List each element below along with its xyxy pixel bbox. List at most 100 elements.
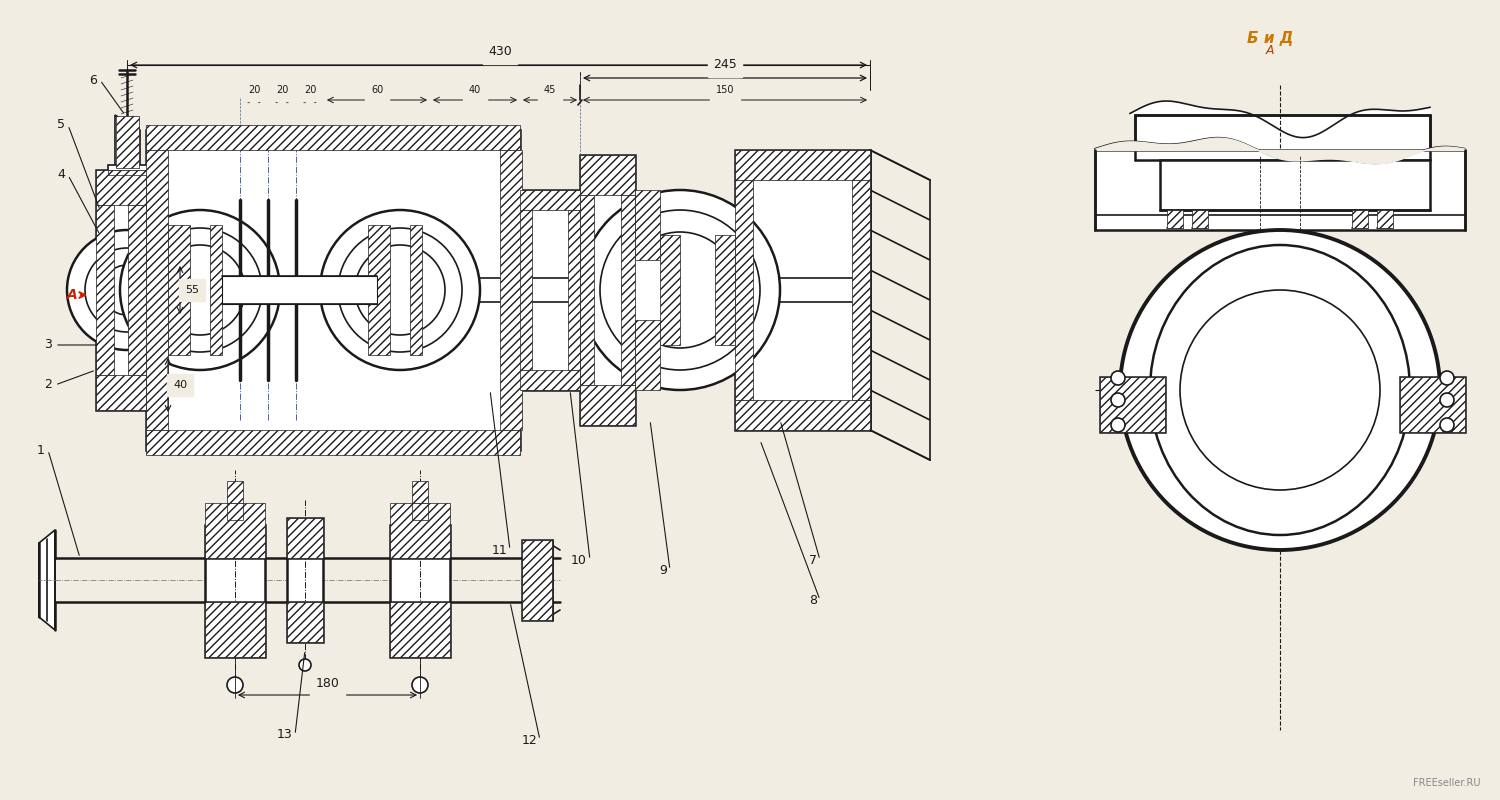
- Text: Б и Д: Б и Д: [1246, 30, 1293, 46]
- Bar: [1167, 210, 1184, 228]
- Text: 150: 150: [716, 85, 735, 95]
- Bar: [128, 205, 146, 375]
- Bar: [413, 481, 428, 503]
- Circle shape: [1440, 393, 1454, 407]
- Bar: [634, 190, 660, 260]
- Bar: [852, 180, 870, 400]
- Bar: [390, 525, 450, 657]
- Bar: [735, 180, 753, 400]
- Text: 20: 20: [276, 85, 288, 95]
- Circle shape: [1120, 230, 1440, 550]
- Text: 40: 40: [470, 85, 482, 95]
- Text: FREEseller.RU: FREEseller.RU: [1413, 778, 1480, 788]
- Text: 55: 55: [184, 285, 200, 295]
- Circle shape: [1440, 418, 1454, 432]
- Bar: [410, 225, 422, 355]
- Bar: [108, 170, 148, 175]
- Bar: [368, 225, 390, 355]
- Circle shape: [120, 210, 280, 370]
- Polygon shape: [39, 530, 56, 630]
- Text: 40: 40: [172, 380, 188, 390]
- Text: 11: 11: [492, 543, 507, 557]
- Text: 4: 4: [57, 169, 64, 182]
- Text: 20: 20: [248, 85, 259, 95]
- Circle shape: [138, 228, 262, 352]
- Bar: [580, 195, 594, 385]
- Bar: [1400, 377, 1466, 432]
- Bar: [390, 503, 450, 558]
- Circle shape: [1112, 393, 1125, 407]
- Bar: [580, 155, 634, 425]
- Bar: [210, 225, 222, 355]
- Bar: [286, 602, 322, 642]
- Bar: [96, 170, 146, 205]
- Text: 3: 3: [44, 338, 52, 351]
- Bar: [1377, 210, 1394, 228]
- Bar: [522, 540, 552, 620]
- Bar: [116, 116, 140, 168]
- Bar: [146, 430, 520, 455]
- Bar: [413, 503, 428, 520]
- Bar: [580, 385, 634, 425]
- Circle shape: [622, 232, 738, 348]
- Bar: [520, 370, 580, 390]
- Bar: [1400, 377, 1466, 432]
- Bar: [621, 195, 634, 385]
- Text: 13: 13: [276, 729, 292, 742]
- Text: 9: 9: [658, 563, 668, 577]
- Bar: [634, 320, 660, 390]
- Text: 430: 430: [488, 45, 512, 58]
- Bar: [226, 503, 243, 520]
- Bar: [500, 150, 522, 430]
- Bar: [1192, 210, 1208, 228]
- Circle shape: [298, 659, 310, 671]
- Bar: [146, 150, 168, 430]
- Polygon shape: [1095, 150, 1466, 230]
- Bar: [206, 525, 266, 657]
- Polygon shape: [116, 115, 140, 170]
- Text: A: A: [66, 288, 78, 302]
- Bar: [660, 235, 680, 345]
- Circle shape: [68, 230, 188, 350]
- Circle shape: [1112, 418, 1125, 432]
- Bar: [206, 503, 266, 558]
- Bar: [96, 170, 146, 410]
- Text: 245: 245: [712, 58, 736, 71]
- Text: 60: 60: [370, 85, 382, 95]
- Bar: [735, 400, 870, 430]
- Text: 45: 45: [544, 85, 556, 95]
- Bar: [735, 150, 870, 430]
- Bar: [222, 276, 376, 304]
- Bar: [286, 518, 322, 558]
- Bar: [108, 165, 148, 175]
- Bar: [1100, 377, 1166, 432]
- Bar: [96, 375, 146, 410]
- Circle shape: [413, 677, 428, 693]
- Bar: [96, 205, 114, 375]
- Circle shape: [1112, 371, 1125, 385]
- Bar: [716, 235, 735, 345]
- Circle shape: [226, 677, 243, 693]
- Text: 8: 8: [808, 594, 818, 606]
- Circle shape: [338, 228, 462, 352]
- Text: 6: 6: [88, 74, 98, 86]
- Bar: [1352, 210, 1368, 228]
- Bar: [146, 130, 520, 450]
- Bar: [146, 125, 520, 150]
- Bar: [286, 518, 322, 642]
- Bar: [522, 540, 552, 620]
- Text: 20: 20: [304, 85, 316, 95]
- Bar: [520, 190, 580, 390]
- Text: 1: 1: [38, 443, 45, 457]
- Bar: [735, 150, 870, 180]
- Text: 10: 10: [572, 554, 586, 566]
- Bar: [1100, 377, 1166, 432]
- Bar: [1136, 115, 1430, 160]
- Bar: [568, 210, 580, 370]
- Text: 12: 12: [522, 734, 537, 746]
- Bar: [520, 190, 580, 210]
- Bar: [390, 602, 450, 657]
- Circle shape: [154, 245, 244, 335]
- Bar: [206, 602, 266, 657]
- Ellipse shape: [1150, 245, 1410, 535]
